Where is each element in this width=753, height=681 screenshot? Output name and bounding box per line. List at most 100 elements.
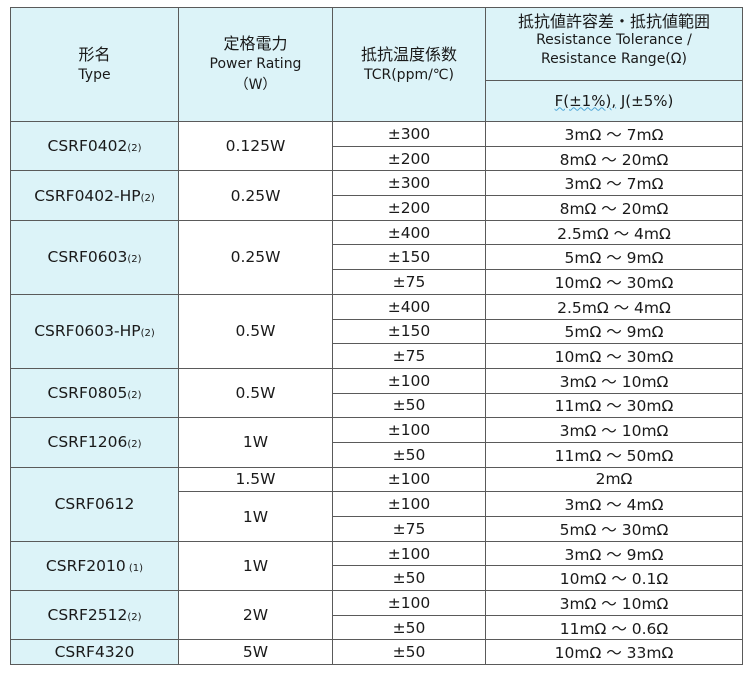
- resistor-spec-table: 形名 Type 定格電力 Power Rating （W） 抵抗温度係数 TCR…: [10, 7, 743, 666]
- tcr-cell: ±300: [332, 170, 486, 197]
- header-range-jp: 抵抗値許容差・抵抗値範囲: [517, 12, 710, 31]
- table-row: ±75 10mΩ ～ 30mΩ: [11, 343, 743, 369]
- type-cell: CSRF0603(2): [10, 219, 179, 295]
- tcr-cell: ±400: [332, 293, 486, 320]
- type-note: (2): [127, 254, 142, 266]
- table-row: ±75 10mΩ ～ 30mΩ: [11, 269, 743, 295]
- range-cell: 3mΩ ～ 7mΩ: [485, 170, 743, 197]
- table-row: ±50 11mΩ ～ 50mΩ: [11, 441, 743, 468]
- type-name: CSRF0805: [47, 384, 128, 403]
- range-cell: 5mΩ ～ 9mΩ: [485, 318, 743, 345]
- type-note: (2): [127, 439, 142, 451]
- range-cell: 2.5mΩ ～ 4mΩ: [485, 293, 743, 320]
- table-row: CSRF2512(2) 2W ±100 3mΩ ～ 10mΩ: [10, 590, 743, 641]
- type-name: CSRF2512: [47, 606, 128, 625]
- tcr-cell: ±100: [332, 417, 486, 443]
- type-note: (2): [127, 612, 142, 624]
- type-cell: CSRF2010 (1): [10, 540, 179, 592]
- range-cell: 3mΩ ～ 10mΩ: [485, 367, 743, 394]
- range-cell: 2.5mΩ ～ 4mΩ: [485, 219, 743, 246]
- tcr-cell: ±150: [332, 318, 486, 345]
- tcr-cell: ±75: [332, 516, 486, 542]
- tcr-cell: ±50: [332, 441, 486, 468]
- tcr-cell: ±50: [332, 565, 486, 592]
- table-row: 1W ±100 3mΩ ～ 4mΩ: [11, 491, 743, 542]
- range-cell: 8mΩ ～ 20mΩ: [485, 195, 743, 221]
- range-cell: 10mΩ ～ 30mΩ: [485, 343, 743, 369]
- type-cell: CSRF0805(2): [10, 367, 179, 419]
- range-cell: 3mΩ ～ 10mΩ: [485, 590, 743, 616]
- type-name: CSRF0402-HP: [34, 186, 141, 205]
- table-row: ±50 10mΩ ～ 0.1Ω: [11, 565, 743, 592]
- type-note: (2): [127, 390, 142, 402]
- table-row: ±200 8mΩ ～ 20mΩ: [11, 195, 743, 221]
- tolerance-f: F(±1%),: [554, 91, 617, 110]
- header-tcr-jp: 抵抗温度係数: [360, 44, 457, 64]
- range-cell: 11mΩ ～ 50mΩ: [485, 441, 743, 468]
- header-power-unit: （W）: [234, 77, 277, 93]
- tolerance-j: J(±5%): [616, 91, 674, 110]
- table-row: CSRF1206(2) 1W ±100 3mΩ ～ 10mΩ: [10, 417, 743, 468]
- range-cell: 11mΩ ～ 30mΩ: [485, 392, 743, 419]
- range-cell: 10mΩ ～ 33mΩ: [485, 639, 743, 666]
- type-note: (2): [140, 192, 155, 204]
- tcr-cell: ±75: [332, 269, 486, 295]
- type-cell: CSRF2512(2): [10, 590, 179, 641]
- tcr-cell: ±300: [332, 121, 486, 147]
- header-type: 形名 Type: [10, 7, 179, 122]
- type-name: CSRF0603: [47, 248, 128, 267]
- table-row: CSRF0402-HP(2) 0.25W ±300 3mΩ ～ 7mΩ: [10, 170, 743, 221]
- type-cell: CSRF0603-HP(2): [10, 293, 179, 369]
- header-type-jp: 形名: [78, 44, 111, 64]
- power-cell: 5W: [178, 639, 333, 666]
- type-note: (1): [125, 562, 144, 574]
- table-row: ±50 11mΩ ～ 0.6Ω: [11, 614, 743, 641]
- tcr-cell: ±100: [332, 540, 486, 567]
- tcr-cell: ±50: [332, 392, 486, 419]
- range-cell: 10mΩ ～ 30mΩ: [485, 269, 743, 295]
- power-cell: 1W: [178, 417, 333, 468]
- header-range-en2: Resistance Range(Ω): [541, 51, 687, 67]
- table-row: CSRF0402(2) 0.125W ±300 3mΩ ～ 7mΩ: [10, 120, 743, 172]
- tcr-cell: ±150: [332, 244, 486, 271]
- table-row: ±200 8mΩ ～ 20mΩ: [11, 145, 743, 172]
- tcr-cell: ±75: [332, 343, 486, 369]
- range-cell: 10mΩ ～ 0.1Ω: [485, 565, 743, 592]
- header-range-en1: Resistance Tolerance /: [536, 32, 692, 48]
- type-cell: CSRF4320: [10, 639, 179, 666]
- table-body: CSRF0402(2) 0.125W ±300 3mΩ ～ 7mΩ ±200 8mΩ ～ …: [10, 120, 743, 666]
- range-cell: 3mΩ ～ 10mΩ: [485, 417, 743, 443]
- header-power-en: Power Rating: [209, 56, 302, 72]
- header-tcr-en: TCR(ppm/℃): [363, 66, 454, 83]
- table-row: ±50 11mΩ ～ 30mΩ: [11, 392, 743, 419]
- header-power: 定格電力 Power Rating （W）: [178, 7, 333, 122]
- power-cell: 0.25W: [178, 219, 333, 295]
- power-cell: 2W: [178, 590, 333, 641]
- range-cell: 3mΩ ～ 9mΩ: [485, 540, 743, 567]
- type-note: (2): [140, 328, 155, 340]
- header-tcr: 抵抗温度係数 TCR(ppm/℃): [332, 7, 486, 122]
- type-cell: CSRF1206(2): [10, 417, 179, 468]
- type-name: CSRF2010: [45, 556, 126, 575]
- table-row: CSRF0603-HP(2) 0.5W ±400 2.5mΩ ～ 4mΩ: [10, 293, 743, 369]
- table-header: 形名 Type 定格電力 Power Rating （W） 抵抗温度係数 TCR…: [10, 7, 743, 122]
- range-cell: 5mΩ ～ 30mΩ: [485, 516, 743, 542]
- power-cell: 0.5W: [178, 367, 333, 419]
- tcr-cell: ±200: [332, 145, 486, 172]
- table-row: CSRF0805(2) 0.5W ±100 3mΩ ～ 10mΩ: [10, 367, 743, 419]
- power-cell: 0.125W: [178, 120, 333, 172]
- type-name: CSRF0402: [47, 137, 128, 156]
- power-cell: 0.25W: [178, 170, 333, 221]
- tcr-cell: ±50: [332, 614, 486, 641]
- power-cell: 0.5W: [178, 293, 333, 369]
- tcr-cell: ±100: [332, 367, 486, 394]
- table-row: CSRF4320 5W ±50 10mΩ ～ 33mΩ: [10, 639, 743, 666]
- table-row: ±150 5mΩ ～ 9mΩ: [11, 244, 743, 271]
- range-cell: 8mΩ ～ 20mΩ: [485, 145, 743, 172]
- type-cell: CSRF0402(2): [10, 120, 179, 172]
- range-cell: 11mΩ ～ 0.6Ω: [485, 614, 743, 641]
- power-cell: 1W: [178, 491, 333, 542]
- type-cell: CSRF0402-HP(2): [10, 170, 179, 221]
- tcr-cell: ±50: [332, 639, 486, 666]
- type-name: CSRF4320: [54, 643, 135, 662]
